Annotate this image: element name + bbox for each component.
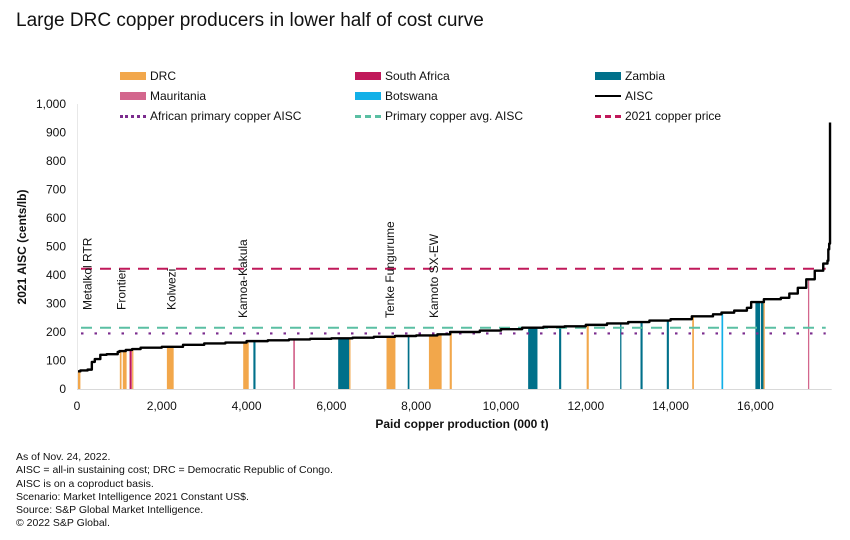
legend-label: South Africa	[385, 69, 450, 83]
y-tick-label: 800	[46, 154, 66, 168]
bar-drc	[586, 324, 589, 389]
x-tick-label: 16,000	[737, 399, 774, 413]
x-tick-label: 0	[74, 399, 81, 413]
note-basis: AISC is on a coproduct basis.	[16, 477, 154, 490]
x-tick-label: 2,000	[147, 399, 177, 413]
legend-label: Zambia	[625, 69, 666, 83]
reference-lines	[81, 267, 826, 335]
y-tick-label: 0	[59, 382, 66, 396]
annotation-kamoto-sx-ew: Kamoto SX-EW	[427, 233, 441, 318]
legend-item-mauritania: Mauritania	[120, 89, 206, 103]
legend-item-2021-copper-price: 2021 copper price	[595, 109, 721, 123]
y-tick-label: 300	[46, 297, 66, 311]
y-tick-label: 100	[46, 354, 66, 368]
x-tick-label: 8,000	[401, 399, 431, 413]
legend-item-south-africa: South Africa	[355, 69, 450, 83]
annotation-tenke-fungurume: Tenke Fungurume	[383, 221, 397, 318]
note-abbreviations: AISC = all-in sustaining cost; DRC = Dem…	[16, 464, 333, 477]
x-tick-label: 12,000	[567, 399, 604, 413]
annotation-frontier: Frontier	[115, 269, 129, 310]
note-copyright: © 2022 S&P Global.	[16, 517, 110, 530]
aisc-curve-line	[77, 122, 832, 373]
y-tick-label: 400	[46, 268, 66, 282]
legend-swatch	[355, 92, 381, 100]
y-tick-label: 500	[46, 240, 66, 254]
bar-south-africa	[129, 349, 132, 389]
x-tick-labels: 0 2,000 4,000 6,000 8,000 10,000 12,000 14,000 1…	[74, 399, 774, 413]
bar-drc	[77, 371, 81, 389]
bar-zambia	[559, 326, 562, 389]
bar-mauritania	[807, 279, 810, 389]
bar-drc	[386, 336, 396, 389]
mine-annotations: Metalkol RTR Frontier Kolwezi Kamoa-Kakula T…	[81, 221, 441, 318]
legend-swatch	[595, 72, 621, 80]
bar-zambia	[338, 338, 350, 389]
country-bars	[77, 279, 810, 389]
y-tick-label: 200	[46, 325, 66, 339]
legend-label: Botswana	[385, 89, 438, 103]
chart-title: Large DRC copper producers in lower half…	[16, 10, 484, 31]
bar-zambia	[666, 320, 669, 389]
bar-drc	[119, 351, 122, 389]
bar-zambia	[528, 327, 538, 389]
bar-zambia	[407, 335, 410, 389]
legend-item-botswana: Botswana	[355, 89, 438, 103]
bar-drc	[449, 332, 452, 389]
legend-item-primary-copper-avg-aisc: Primary copper avg. AISC	[355, 109, 523, 123]
annotation-kamoa-kakula: Kamoa-Kakula	[236, 239, 250, 318]
bar-zambia	[755, 302, 761, 389]
x-tick-label: 10,000	[483, 399, 520, 413]
legend-item-aisc: AISC	[595, 89, 653, 103]
legend-label: AISC	[625, 89, 654, 103]
legend-label: 2021 copper price	[625, 109, 722, 123]
bar-zambia	[760, 302, 764, 389]
legend-line-sample	[595, 95, 621, 97]
y-tick-label: 900	[46, 126, 66, 140]
bar-drc	[122, 351, 127, 389]
legend-label: Primary copper avg. AISC	[385, 109, 524, 123]
legend-line-sample	[595, 114, 621, 118]
y-tick-label: 1,000	[36, 97, 66, 111]
y-axis-label: 2021 AISC (cents/lb)	[15, 190, 29, 305]
bar-mauritania	[293, 339, 295, 389]
bar-drc	[166, 346, 174, 389]
note-scenario: Scenario: Market Intelligence 2021 Const…	[16, 490, 249, 503]
x-axis-label: Paid copper production (000 t)	[375, 417, 548, 431]
bar-drc	[763, 299, 765, 389]
note-date: As of Nov. 24, 2022.	[16, 451, 111, 463]
legend-item-zambia: Zambia	[595, 69, 665, 83]
legend-item-african-primary-copper-aisc: African primary copper AISC	[120, 109, 301, 123]
legend-swatch	[120, 72, 146, 80]
note-source: Source: S&P Global Market Intelligence.	[16, 504, 204, 517]
legend-label: DRC	[150, 69, 176, 83]
legend-line-sample	[120, 114, 146, 118]
bar-drc	[692, 316, 694, 389]
annotation-metalkol-rtr: Metalkol RTR	[81, 237, 95, 310]
legend-swatch	[120, 92, 146, 100]
bar-drc	[132, 349, 134, 389]
legend-label: African primary copper AISC	[150, 109, 302, 123]
legend-item-drc: DRC	[120, 69, 176, 83]
bar-drc	[243, 342, 249, 389]
legend-label: Mauritania	[150, 89, 207, 103]
bar-zambia	[253, 341, 256, 389]
x-tick-label: 4,000	[232, 399, 262, 413]
x-tick-label: 14,000	[652, 399, 689, 413]
legend-line-sample	[355, 114, 381, 118]
bar-drc	[349, 338, 351, 389]
bar-botswana	[721, 312, 724, 389]
annotation-kolwezi: Kolwezi	[165, 269, 179, 310]
y-tick-label: 600	[46, 211, 66, 225]
bar-drc	[428, 335, 442, 389]
bar-zambia	[620, 323, 622, 389]
bar-zambia	[640, 322, 643, 389]
x-tick-label: 6,000	[316, 399, 346, 413]
legend-swatch	[355, 72, 381, 80]
y-tick-label: 700	[46, 183, 66, 197]
y-tick-labels: 0 100 200 300 400 500 600 700 800 900 1,000	[36, 97, 66, 396]
chart-notes: As of Nov. 24, 2022. AISC = all-in susta…	[16, 451, 333, 531]
